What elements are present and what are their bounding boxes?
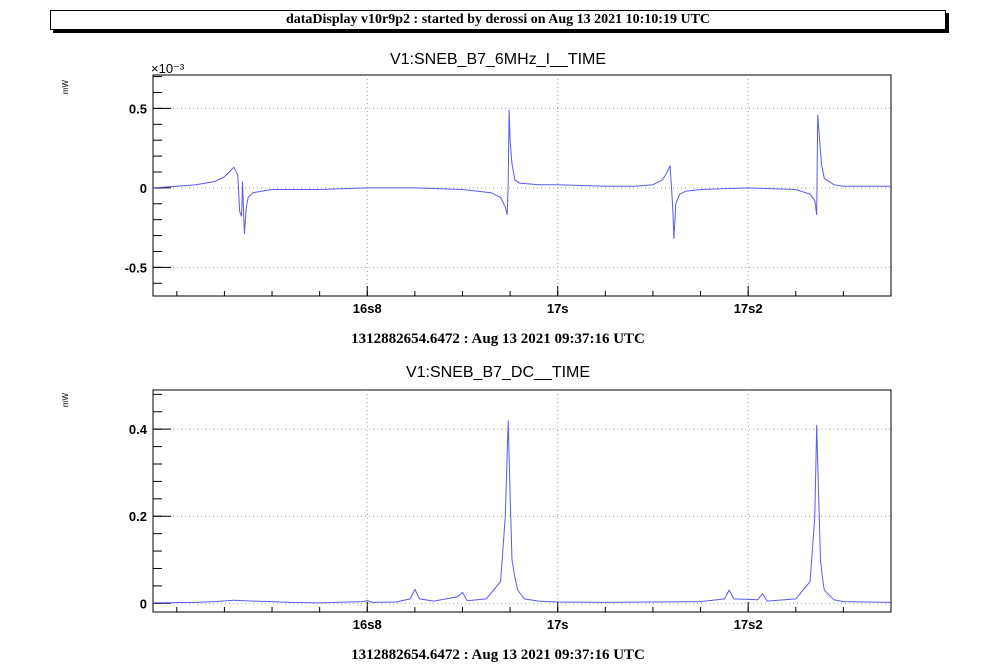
chart-bottom: V1:SNEB_B7_DC__TIME mW 16s8 17s 17s2 0 0.2 0.… (61, 364, 892, 663)
x-tick-label: 17s2 (734, 617, 763, 632)
x-tick-label: 17s (547, 301, 569, 316)
x-tick-label: 16s8 (353, 301, 382, 316)
ticks-bottom: 16s8 17s 17s2 0 0.2 0.4 (129, 393, 844, 632)
y-tick-label: -0.5 (125, 260, 147, 275)
grid-bottom (153, 390, 891, 612)
y-axis-label-bottom: mW (61, 392, 70, 407)
data-trace-bottom (152, 420, 892, 604)
chart-title-top: V1:SNEB_B7_6MHz_I__TIME (390, 51, 606, 68)
chart-title-bottom: V1:SNEB_B7_DC__TIME (406, 364, 590, 381)
y-tick-label: 0.5 (129, 101, 147, 116)
plot-frame-bottom (152, 389, 892, 613)
x-tick-label: 17s2 (734, 301, 763, 316)
y-axis-exponent-top: ×10⁻³ (151, 61, 185, 76)
data-trace-top (152, 109, 891, 239)
x-tick-label: 16s8 (353, 617, 382, 632)
app-banner: dataDisplay v10r9p2 : started by derossi… (50, 10, 946, 30)
chart-top: V1:SNEB_B7_6MHz_I__TIME mW ×10⁻³ 16s8 17s… (61, 51, 892, 347)
y-tick-label: 0 (140, 596, 147, 611)
x-tick-label: 17s (547, 617, 569, 632)
x-axis-time-label-bottom: 1312882654.6472 : Aug 13 2021 09:37:16 U… (351, 647, 645, 663)
y-tick-label: 0.2 (129, 509, 147, 524)
y-axis-label-top: mW (61, 79, 70, 94)
y-tick-label: 0 (140, 181, 147, 196)
x-axis-time-label-top: 1312882654.6472 : Aug 13 2021 09:37:16 U… (351, 331, 645, 347)
y-tick-label: 0.4 (129, 422, 148, 437)
grid-top (153, 75, 891, 296)
plot-frame-top (152, 74, 892, 297)
ticks-top: 16s8 17s 17s2 -0.5 0 0.5 (125, 76, 844, 316)
